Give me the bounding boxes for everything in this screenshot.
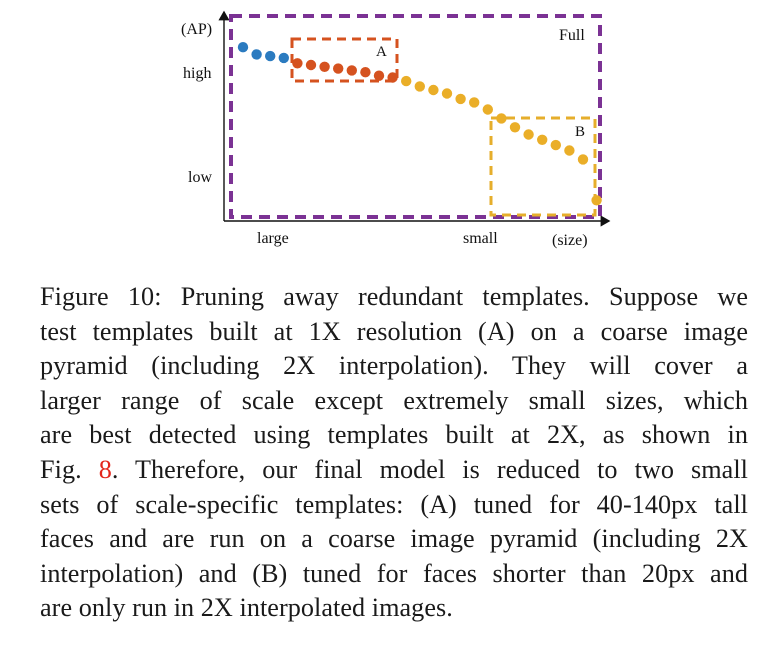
figure-10-chart: (AP) high low large small (size) Full A …	[181, 10, 611, 249]
data-point	[292, 58, 303, 69]
data-point	[591, 195, 602, 206]
caption-line: Figure 10: Pruning away redundant templa…	[40, 282, 748, 311]
data-point	[523, 129, 534, 140]
figure-caption: Figure 10: Pruning away redundant templa…	[40, 280, 748, 626]
x-axis-unit-label: (size)	[552, 232, 588, 249]
data-point	[482, 104, 493, 115]
y-tick-high: high	[183, 65, 211, 82]
data-point	[305, 59, 317, 71]
caption-line: are best detected using templates built …	[40, 420, 748, 450]
data-point	[441, 88, 453, 99]
data-point	[537, 134, 548, 145]
data-point	[455, 93, 466, 105]
caption-line: faces and are run on a coarse image pyra…	[40, 524, 748, 554]
data-point	[577, 154, 589, 165]
data-point	[237, 42, 249, 53]
data-point	[401, 75, 412, 87]
caption-line: interpolation) and (B) tuned for faces s…	[40, 558, 748, 588]
data-point	[428, 84, 439, 96]
data-point	[346, 65, 357, 76]
data-point	[564, 145, 575, 156]
caption-line: sets of scale-specific templates: (A) tu…	[40, 489, 748, 519]
full-region-label: Full	[559, 27, 585, 44]
data-point	[265, 50, 276, 62]
caption-line: pyramid (including 2X interpolation). Th…	[40, 351, 748, 381]
caption-line: Fig. 8. Therefore, our final model is re…	[40, 453, 748, 488]
data-point	[387, 72, 398, 83]
data-point	[550, 139, 561, 151]
data-point	[360, 67, 371, 78]
data-point	[319, 61, 330, 72]
data-point	[333, 63, 344, 74]
caption-line: test templates built at 1X resolution (A…	[40, 316, 748, 346]
data-point	[278, 52, 289, 64]
caption-text: . Therefore, our final model is reduced …	[111, 454, 749, 484]
data-point	[373, 70, 385, 81]
x-tick-small: small	[463, 230, 498, 247]
region-b-label: B	[575, 124, 585, 140]
data-point	[251, 49, 262, 60]
x-tick-large: large	[257, 230, 289, 247]
data-point	[414, 81, 425, 92]
region-a-label: A	[376, 44, 387, 60]
caption-text: Fig.	[40, 454, 99, 484]
data-point	[496, 113, 507, 124]
caption-line: larger range of scale except extremely s…	[40, 385, 748, 415]
full-region-box	[229, 14, 602, 219]
data-point	[509, 122, 521, 133]
figure-reference-link[interactable]: 8	[98, 454, 112, 484]
region-b-box	[489, 116, 597, 217]
data-point	[469, 97, 480, 108]
y-axis-unit-label: (AP)	[181, 21, 212, 38]
caption-line: are only run in 2X interpolated images.	[40, 593, 453, 623]
region-a-box	[290, 37, 399, 83]
data-points	[237, 42, 602, 206]
y-tick-low: low	[188, 169, 212, 186]
